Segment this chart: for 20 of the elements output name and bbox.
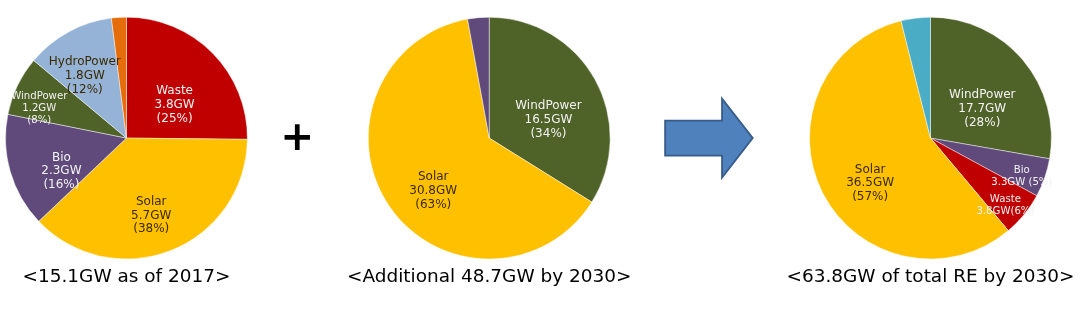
data-label: 2.3GW (16%)	[41, 163, 82, 192]
text: <63.8GW of total RE by 2030>	[786, 265, 1075, 287]
data-label: 36.5GW (57%)	[846, 175, 895, 204]
data-label: 16.5GW (34%)	[524, 111, 573, 140]
data-label: 17.7GW (28%)	[958, 101, 1007, 129]
slice-label: Waste	[989, 193, 1021, 205]
slice-label: Solar	[854, 161, 886, 176]
text: +	[280, 112, 315, 161]
slice-label: Solar	[417, 168, 449, 183]
slice-label: Bio	[1013, 163, 1030, 175]
slice-label: Solar	[135, 193, 167, 208]
text: <Additional 48.7GW by 2030>	[347, 265, 632, 287]
slice-label: Bio	[51, 149, 71, 164]
text: <15.1GW as of 2017>	[22, 265, 231, 287]
slice-label: WindPower	[515, 97, 582, 112]
slice-label: WindPower	[949, 87, 1016, 102]
slice-label: Waste	[156, 83, 193, 98]
data-label: 3.8GW (25%)	[154, 96, 195, 125]
data-label: 30.8GW (63%)	[409, 182, 458, 211]
data-label: 5.7GW (38%)	[131, 207, 172, 236]
